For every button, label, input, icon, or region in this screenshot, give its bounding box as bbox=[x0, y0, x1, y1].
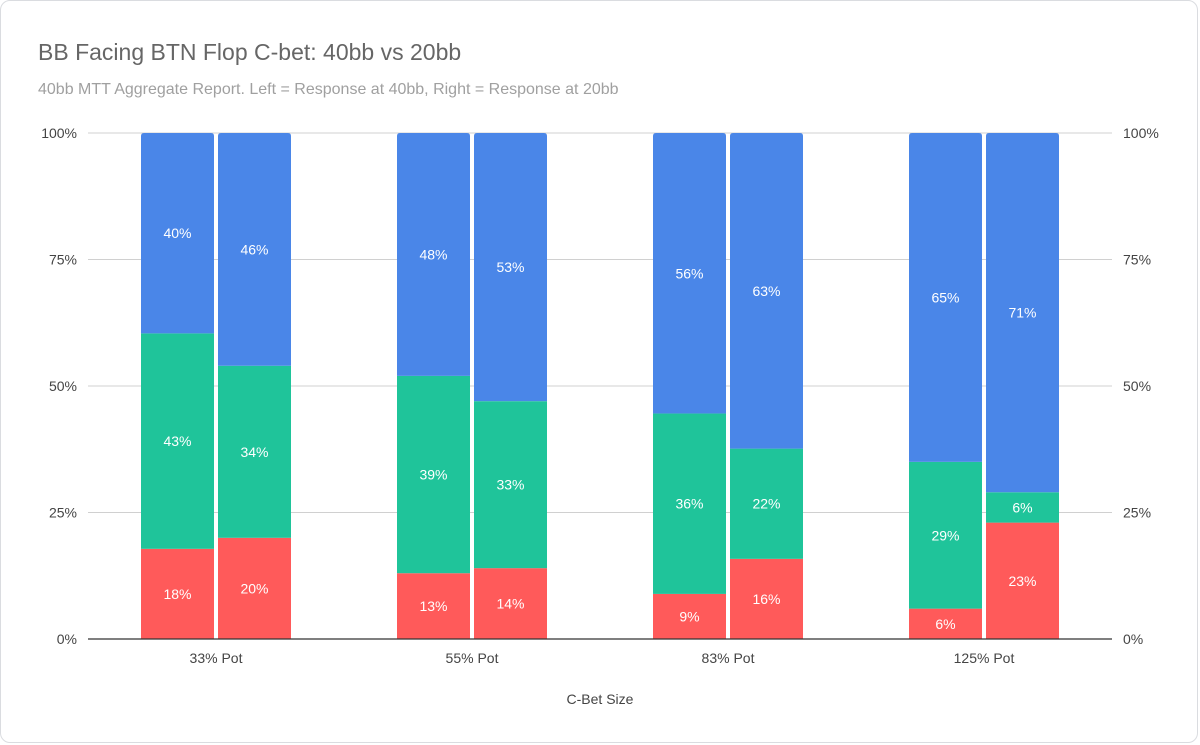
data-label: 71% bbox=[1008, 305, 1036, 321]
bar-segment bbox=[986, 492, 1059, 523]
bar-segment bbox=[730, 133, 803, 449]
bar-segment bbox=[653, 133, 726, 414]
bar-segment bbox=[218, 365, 291, 538]
data-label: 9% bbox=[679, 608, 699, 624]
data-label: 43% bbox=[163, 433, 191, 449]
data-label: 40% bbox=[163, 225, 191, 241]
y-tick-label-right: 0% bbox=[1123, 631, 1143, 647]
x-tick-label: 83% Pot bbox=[702, 650, 755, 666]
bar-segment bbox=[218, 133, 291, 366]
data-label: 36% bbox=[675, 496, 703, 512]
data-label: 33% bbox=[496, 477, 524, 493]
data-label: 65% bbox=[931, 289, 959, 305]
data-label: 23% bbox=[1008, 573, 1036, 589]
data-label: 34% bbox=[240, 444, 268, 460]
data-label: 29% bbox=[931, 527, 959, 543]
data-label: 14% bbox=[496, 596, 524, 612]
bar-segment bbox=[141, 133, 214, 334]
x-tick-label: 55% Pot bbox=[446, 650, 499, 666]
y-tick-label-left: 50% bbox=[49, 378, 77, 394]
bar-segment bbox=[909, 608, 982, 639]
y-tick-label-right: 25% bbox=[1123, 505, 1151, 521]
data-label: 46% bbox=[240, 241, 268, 257]
x-tick-label: 125% Pot bbox=[954, 650, 1015, 666]
data-label: 16% bbox=[752, 591, 780, 607]
bar-segment bbox=[474, 133, 547, 402]
data-label: 48% bbox=[419, 246, 447, 262]
y-tick-label-right: 50% bbox=[1123, 378, 1151, 394]
x-axis-title: C-Bet Size bbox=[567, 691, 634, 707]
chart-title: BB Facing BTN Flop C-bet: 40bb vs 20bb bbox=[38, 39, 462, 65]
y-tick-label-left: 100% bbox=[41, 125, 77, 141]
data-label: 20% bbox=[240, 580, 268, 596]
data-label: 18% bbox=[163, 586, 191, 602]
bar-segment bbox=[909, 461, 982, 609]
bar-segment bbox=[397, 573, 470, 639]
bar-segment bbox=[397, 133, 470, 376]
bar-segment bbox=[653, 413, 726, 594]
data-label: 53% bbox=[496, 259, 524, 275]
data-label: 22% bbox=[752, 496, 780, 512]
y-tick-label-right: 75% bbox=[1123, 252, 1151, 268]
bar-segment bbox=[909, 133, 982, 462]
bar-segment bbox=[730, 448, 803, 559]
y-tick-label-left: 0% bbox=[57, 631, 77, 647]
data-label: 6% bbox=[935, 616, 955, 632]
y-tick-label-left: 25% bbox=[49, 505, 77, 521]
chart-subtitle: 40bb MTT Aggregate Report. Left = Respon… bbox=[38, 81, 619, 98]
data-label: 6% bbox=[1012, 499, 1032, 515]
x-tick-label: 33% Pot bbox=[190, 650, 243, 666]
bar-segment bbox=[397, 375, 470, 574]
bar-segment bbox=[730, 558, 803, 639]
y-tick-label-right: 100% bbox=[1123, 125, 1159, 141]
data-label: 39% bbox=[419, 467, 447, 483]
bar-segment bbox=[986, 522, 1059, 639]
bar-segment bbox=[218, 537, 291, 639]
bar-segment bbox=[474, 401, 547, 569]
y-tick-label-left: 75% bbox=[49, 252, 77, 268]
bar-segment bbox=[986, 133, 1059, 493]
data-label: 13% bbox=[419, 598, 447, 614]
bar-segment bbox=[141, 548, 214, 639]
bar-segment bbox=[474, 568, 547, 639]
bar-segment bbox=[653, 593, 726, 639]
data-label: 56% bbox=[675, 265, 703, 281]
data-label: 63% bbox=[752, 283, 780, 299]
bar-segment bbox=[141, 333, 214, 549]
